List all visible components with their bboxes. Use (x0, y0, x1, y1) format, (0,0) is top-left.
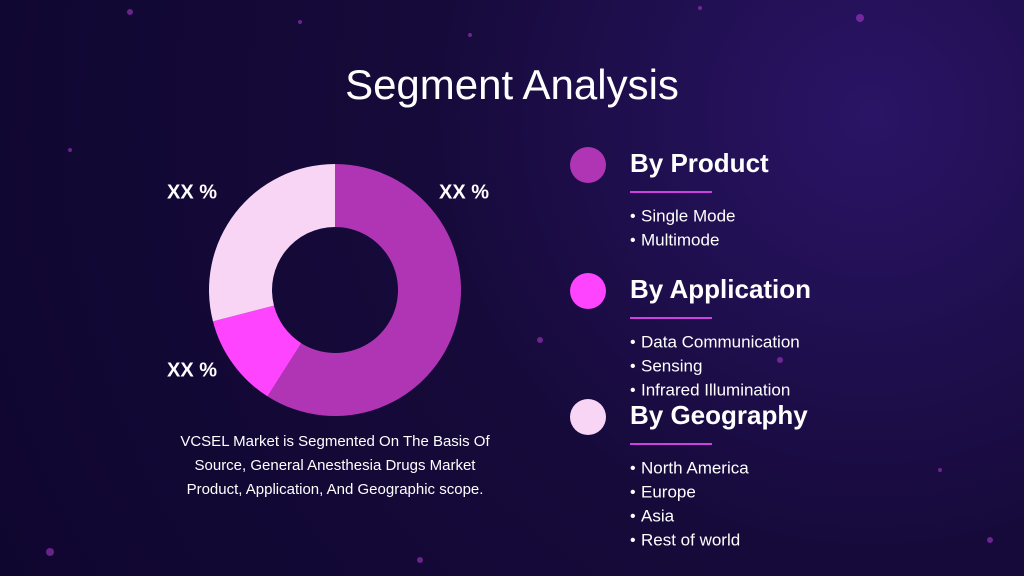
segment-heading: By Application (630, 274, 811, 304)
segment-item: Sensing (641, 356, 702, 375)
slice-label: XX % (439, 181, 489, 203)
donut-slice (209, 164, 335, 322)
slice-label: XX % (167, 359, 217, 381)
bullet: • (630, 484, 636, 501)
segment-heading: By Product (630, 148, 769, 178)
segment-item: Infrared Illumination (641, 380, 790, 399)
segment-item: Single Mode (641, 206, 736, 225)
bullet: • (630, 334, 636, 351)
segment-dot (570, 399, 606, 435)
slice-label: XX % (167, 181, 217, 203)
segment-dot (570, 147, 606, 183)
bullet: • (630, 382, 636, 399)
title: Segment Analysis (345, 61, 679, 108)
segment-item: Asia (641, 506, 675, 525)
bullet: • (630, 532, 636, 549)
bullet: • (630, 232, 636, 249)
segment-item: Multimode (641, 230, 719, 249)
decor (46, 6, 993, 563)
donut-slice (267, 164, 461, 416)
bullet: • (630, 460, 636, 477)
segment-item: Rest of world (641, 530, 740, 549)
bullet: • (630, 208, 636, 225)
bullet: • (630, 508, 636, 525)
bullet: • (630, 358, 636, 375)
donut-slice (212, 305, 302, 397)
description: VCSEL Market is Segmented On The Basis O… (180, 433, 490, 498)
segment-item: North America (641, 458, 749, 477)
segment-item: Data Communication (641, 332, 800, 351)
segment-item: Europe (641, 482, 696, 501)
segment-heading: By Geography (630, 400, 808, 430)
segment-dot (570, 273, 606, 309)
